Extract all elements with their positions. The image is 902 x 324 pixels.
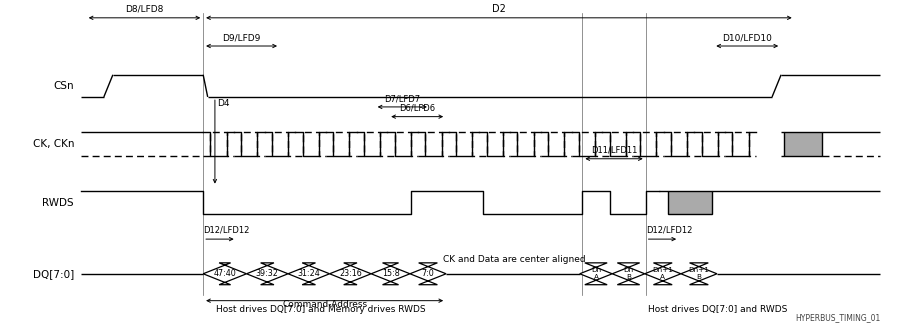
Polygon shape — [579, 263, 612, 285]
Polygon shape — [203, 263, 246, 285]
Polygon shape — [371, 263, 410, 285]
Bar — [783, 132, 821, 156]
Text: 39:32: 39:32 — [255, 269, 279, 278]
Polygon shape — [288, 263, 329, 285]
Text: D8/LFD8: D8/LFD8 — [125, 5, 163, 14]
Text: D12/LFD12: D12/LFD12 — [645, 226, 691, 235]
Text: D11/LFD11: D11/LFD11 — [590, 146, 637, 155]
Text: 7:0: 7:0 — [421, 269, 434, 278]
Text: D2: D2 — [492, 4, 505, 14]
Text: Dn+1
B: Dn+1 B — [687, 267, 709, 280]
Text: DQ[7:0]: DQ[7:0] — [32, 269, 74, 279]
Text: D12/LFD12: D12/LFD12 — [203, 226, 249, 235]
Polygon shape — [680, 263, 716, 285]
Text: 47:40: 47:40 — [213, 269, 236, 278]
Polygon shape — [644, 263, 680, 285]
Text: Command-Address: Command-Address — [281, 300, 367, 309]
Text: Dn
B: Dn B — [622, 267, 633, 280]
Text: Dn
A: Dn A — [590, 267, 601, 280]
Text: D9/LFD9: D9/LFD9 — [222, 33, 261, 42]
Polygon shape — [246, 263, 288, 285]
Text: 23:16: 23:16 — [338, 269, 362, 278]
Text: D10/LFD10: D10/LFD10 — [722, 33, 771, 42]
Polygon shape — [329, 263, 371, 285]
Text: HYPERBUS_TIMING_01: HYPERBUS_TIMING_01 — [795, 313, 879, 322]
Text: 31:24: 31:24 — [297, 269, 320, 278]
Text: 15:8: 15:8 — [382, 269, 399, 278]
Text: CK, CKn: CK, CKn — [32, 139, 74, 149]
Text: CSn: CSn — [53, 81, 74, 91]
Bar — [667, 191, 711, 214]
Polygon shape — [612, 263, 644, 285]
Polygon shape — [410, 263, 446, 285]
Text: Host drives DQ[7:0] and RWDS: Host drives DQ[7:0] and RWDS — [648, 305, 787, 314]
Text: CK and Data are center aligned: CK and Data are center aligned — [443, 255, 585, 264]
Text: RWDS: RWDS — [42, 198, 74, 207]
Text: D4: D4 — [216, 99, 229, 108]
Text: Host drives DQ[7:0] and Memory drives RWDS: Host drives DQ[7:0] and Memory drives RW… — [216, 305, 425, 314]
Text: Dn+1
A: Dn+1 A — [651, 267, 673, 280]
Text: D7/LFD7: D7/LFD7 — [383, 94, 420, 103]
Text: D6/LFD6: D6/LFD6 — [399, 104, 435, 113]
